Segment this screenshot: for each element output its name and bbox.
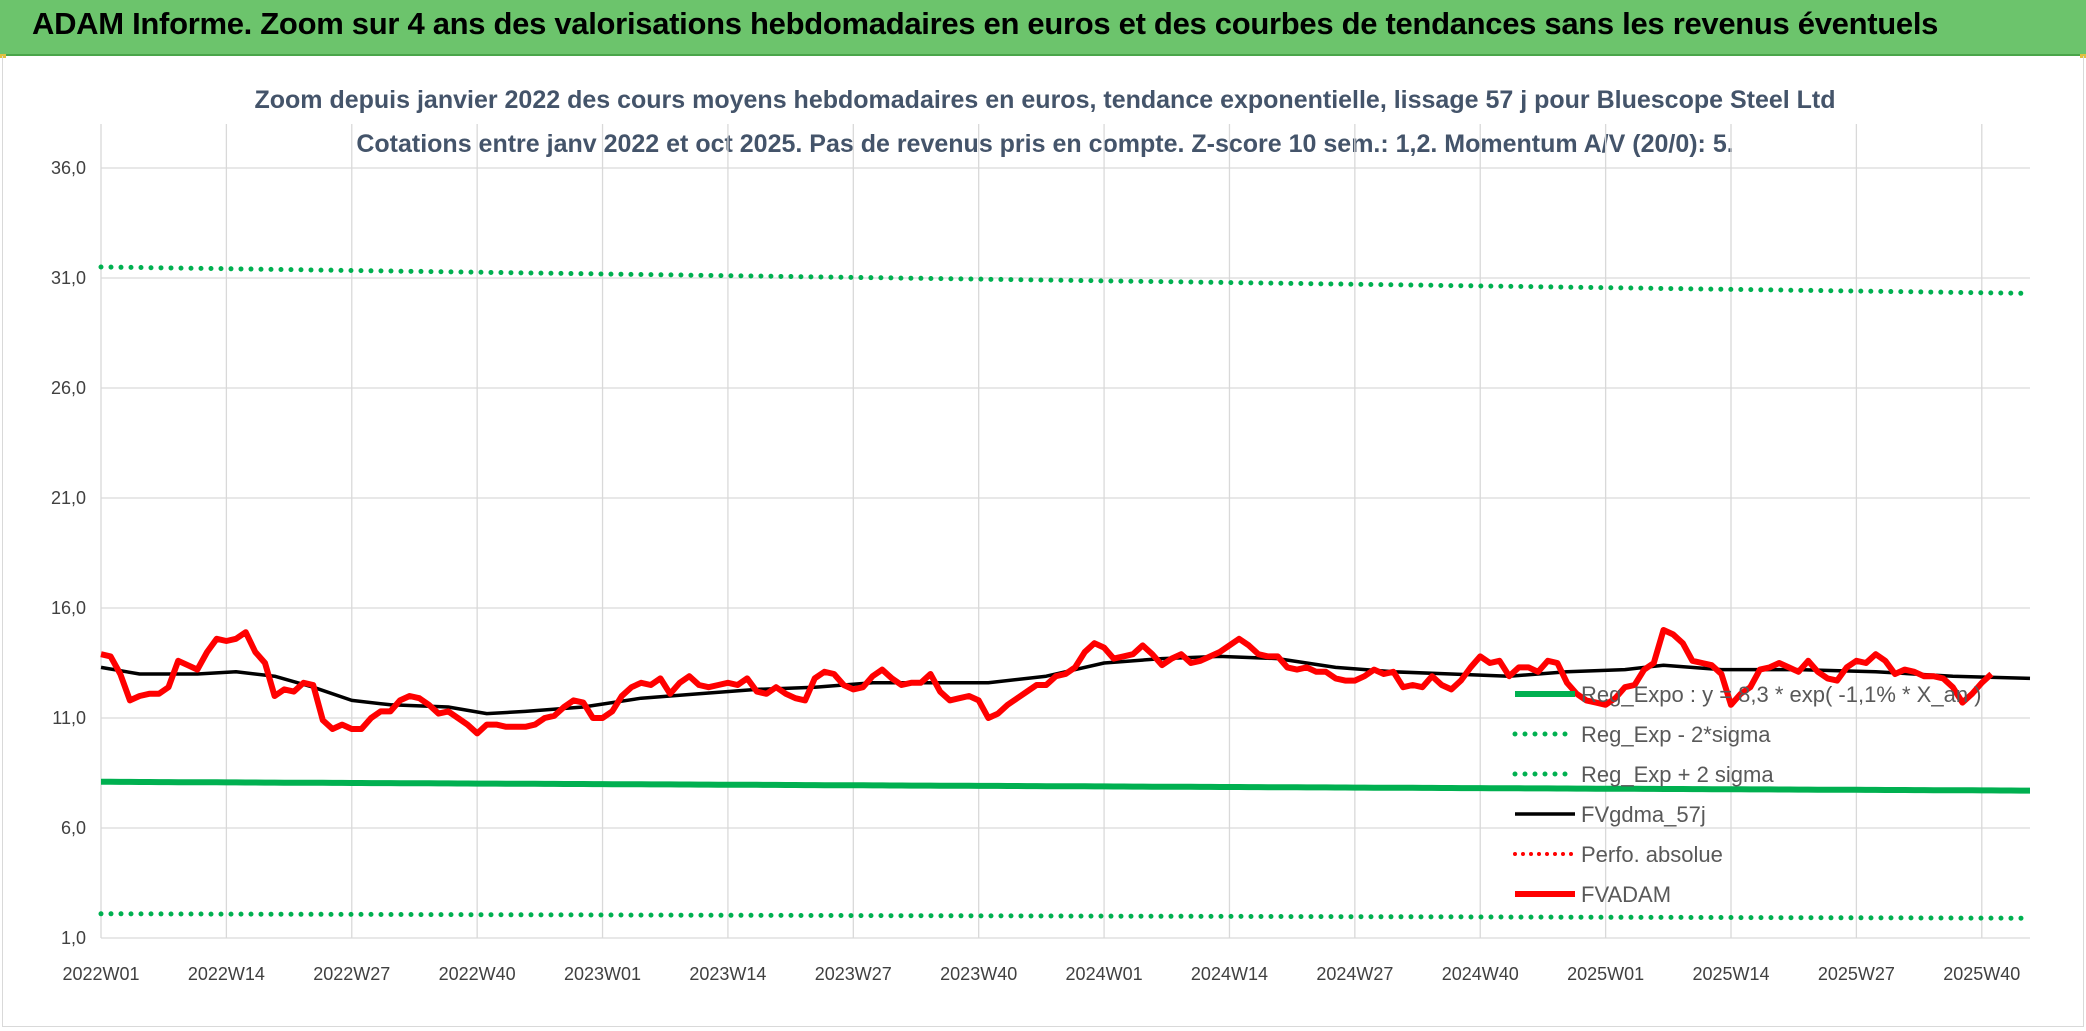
x-tick-label: 2022W27 (313, 964, 390, 984)
x-tick-label: 2023W01 (564, 964, 641, 984)
y-tick-label: 6,0 (61, 818, 86, 838)
legend-entry: Reg_Exp - 2*sigma (1581, 722, 1771, 747)
x-tick-label: 2025W14 (1692, 964, 1769, 984)
y-tick-label: 1,0 (61, 928, 86, 948)
x-tick-label: 2022W14 (188, 964, 265, 984)
legend-entry: FVADAM (1581, 882, 1671, 907)
series-line-0 (101, 778, 2030, 794)
x-tick-label: 2024W14 (1191, 964, 1268, 984)
report-title: ADAM Informe. Zoom sur 4 ans des valoris… (32, 6, 1939, 41)
y-tick-label: 11,0 (52, 708, 86, 728)
legend: Reg_Expo : y = 8,3 * exp( -1,1% * X_an )… (1512, 682, 1982, 907)
y-tick-label: 36,0 (51, 158, 86, 178)
x-tick-label: 2023W40 (940, 964, 1017, 984)
series-line-2 (98, 264, 2033, 296)
x-axis: 2022W01 2022W14 2022W27 2022W40 2023W01 2023W… (62, 964, 2020, 984)
y-tick-label: 16,0 (51, 598, 86, 618)
chart-frame (2, 56, 2084, 1027)
y-tick-label: 31,0 (51, 268, 86, 288)
x-tick-label: 2025W01 (1567, 964, 1644, 984)
legend-entry: Perfo. absolue (1581, 842, 1723, 867)
series-line-3 (100, 654, 2031, 716)
y-axis: 1,0 6,0 11,0 16,0 21,0 26,0 31,0 36,0 (51, 158, 86, 948)
x-tick-label: 2024W01 (1066, 964, 1143, 984)
x-tick-label: 2022W40 (439, 964, 516, 984)
chart-title: Zoom depuis janvier 2022 des cours moyen… (254, 86, 1835, 114)
x-tick-label: 2023W14 (689, 964, 766, 984)
series-lines (98, 264, 2033, 921)
x-tick-label: 2025W40 (1943, 964, 2020, 984)
x-tick-label: 2022W01 (62, 964, 139, 984)
y-tick-label: 21,0 (51, 488, 86, 508)
report-banner: ADAM Informe. Zoom sur 4 ans des valoris… (0, 0, 2086, 56)
chart-subtitle: Cotations entre janv 2022 et oct 2025. P… (356, 130, 1733, 158)
legend-entry: Reg_Exp + 2 sigma (1581, 762, 1774, 787)
gridlines (100, 124, 2030, 939)
banner-accent-left (0, 54, 6, 58)
x-tick-label: 2024W27 (1316, 964, 1393, 984)
x-tick-label: 2025W27 (1818, 964, 1895, 984)
y-tick-label: 26,0 (51, 378, 86, 398)
series-line-5 (100, 627, 1994, 737)
legend-entry: FVgdma_57j (1581, 802, 1706, 827)
x-tick-label: 2024W40 (1442, 964, 1519, 984)
legend-entry: Reg_Expo : y = 8,3 * exp( -1,1% * X_an ) (1581, 682, 1982, 707)
series-line-1 (98, 911, 2033, 921)
x-tick-label: 2023W27 (815, 964, 892, 984)
